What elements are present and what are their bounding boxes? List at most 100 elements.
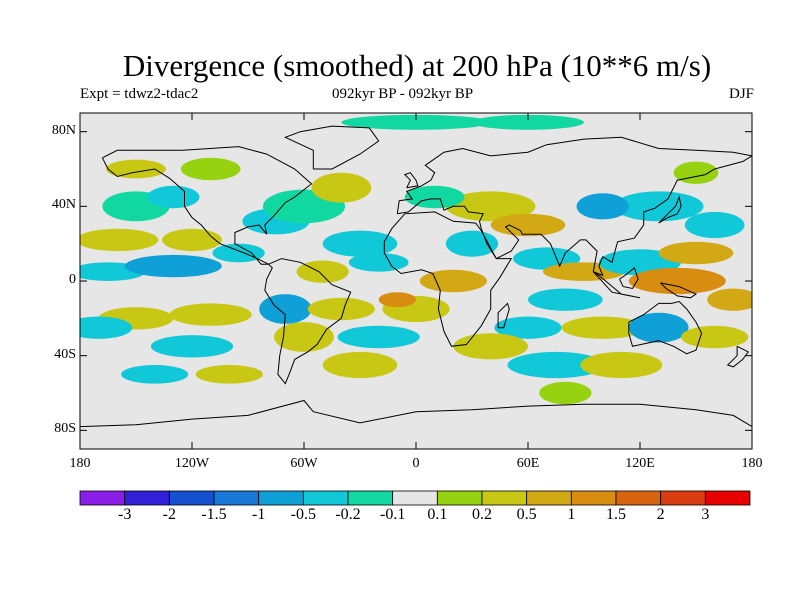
coastline — [660, 282, 698, 299]
coastline — [101, 146, 313, 265]
contour-region — [296, 260, 349, 283]
contour-region — [472, 114, 584, 130]
colorbar-swatch — [213, 490, 260, 506]
colorbar-label: -3 — [117, 506, 132, 523]
coastline — [284, 125, 380, 170]
contour-region — [419, 269, 487, 293]
contour-region — [195, 365, 263, 384]
contour-region — [80, 316, 133, 339]
experiment-label: Expt = tdwz2-tdac2 — [80, 86, 199, 102]
y-tick-label: 80N — [51, 122, 76, 138]
x-tick-label: 120E — [625, 456, 655, 471]
contour-region — [528, 288, 603, 311]
contour-region — [378, 292, 417, 308]
x-tick-label: 180 — [741, 456, 763, 471]
colorbar-swatch — [615, 490, 662, 506]
colorbar-label: 0.1 — [427, 506, 448, 523]
colorbar-swatch — [481, 490, 528, 506]
colorbar — [79, 490, 751, 506]
contour-region — [681, 325, 749, 349]
contour-region — [322, 351, 398, 379]
contour-region — [341, 114, 491, 130]
colorbar-label: -0.5 — [290, 506, 316, 523]
colorbar-swatch — [124, 490, 170, 506]
coastline — [497, 302, 510, 329]
contour-region — [539, 381, 592, 405]
contour-region — [445, 191, 536, 222]
y-tick-label: 40N — [51, 197, 76, 213]
x-tick-label: 60E — [516, 456, 540, 471]
colorbar-label: 3 — [701, 506, 710, 523]
contour-region — [628, 312, 689, 343]
colorbar-label: 1 — [567, 506, 576, 523]
season-label: DJF — [728, 86, 754, 102]
contour-region — [658, 241, 734, 265]
x-tick-label: 0 — [412, 456, 420, 471]
coastline — [80, 399, 752, 428]
chart-title: Divergence (smoothed) at 200 hPa (10**6 … — [122, 48, 712, 83]
contour-region — [684, 211, 745, 239]
contour-region — [311, 172, 372, 203]
contour-region — [707, 288, 752, 311]
colorbar-label: -2 — [162, 506, 176, 523]
colorbar-label: -0.2 — [335, 506, 361, 523]
contour-region — [150, 335, 234, 358]
contour-region — [307, 297, 375, 321]
contour-region — [169, 303, 252, 326]
plot-area — [80, 113, 752, 449]
contour-region — [80, 228, 159, 252]
coastline — [403, 172, 419, 189]
contour-region — [274, 322, 334, 352]
coastline — [592, 271, 641, 299]
colorbar-swatch — [79, 490, 126, 506]
colorbar-label: 1.5 — [606, 506, 626, 523]
contour-region — [673, 161, 719, 184]
contour-region — [580, 351, 663, 379]
coastline — [264, 258, 352, 385]
colorbar-label: 2 — [656, 506, 665, 523]
contour-region — [212, 243, 265, 263]
coastline — [396, 136, 752, 277]
contour-region — [180, 157, 241, 181]
colorbar-swatch — [302, 490, 349, 506]
contour-region — [348, 253, 409, 272]
colorbar-label: -0.1 — [379, 506, 406, 523]
contour-region — [162, 228, 222, 252]
colorbar-swatch — [704, 490, 751, 506]
colorbar-swatch — [660, 490, 706, 506]
contour-region — [507, 351, 605, 379]
contour-region — [147, 185, 200, 209]
contour-region — [561, 316, 644, 339]
colorbar-label: 0.2 — [472, 506, 492, 523]
x-tick-label: 120W — [174, 456, 210, 471]
contour-region — [322, 230, 398, 257]
colorbar-swatch — [168, 490, 215, 506]
colorbar-label: -1.5 — [201, 506, 227, 523]
contour-region — [106, 159, 166, 179]
axis-ticks — [79, 113, 753, 449]
contour-region — [121, 365, 189, 384]
contour-region — [494, 316, 562, 339]
y-tick-label: 80S — [54, 421, 76, 437]
period-label: 092kyr BP - 092kyr BP — [332, 86, 474, 102]
contour-region — [124, 254, 222, 278]
colorbar-swatch — [570, 490, 617, 506]
coastlines — [80, 125, 752, 428]
coastline — [658, 195, 682, 224]
x-tick-label: 60W — [290, 456, 318, 471]
contour-region — [445, 230, 499, 257]
colorbar-swatch — [392, 490, 438, 506]
y-tick-label: 40S — [54, 346, 76, 362]
contour-region — [613, 191, 704, 222]
contour-region — [490, 213, 566, 237]
colorbar-swatch — [258, 490, 304, 506]
contour-region — [628, 267, 726, 295]
coastline — [628, 300, 703, 355]
coastline — [726, 345, 750, 368]
x-tick-label: 180 — [69, 456, 91, 471]
contour-region — [337, 325, 420, 349]
colorbar-swatch — [436, 490, 483, 506]
colorbar-swatch — [526, 490, 572, 506]
colorbar-label: -1 — [251, 506, 266, 523]
